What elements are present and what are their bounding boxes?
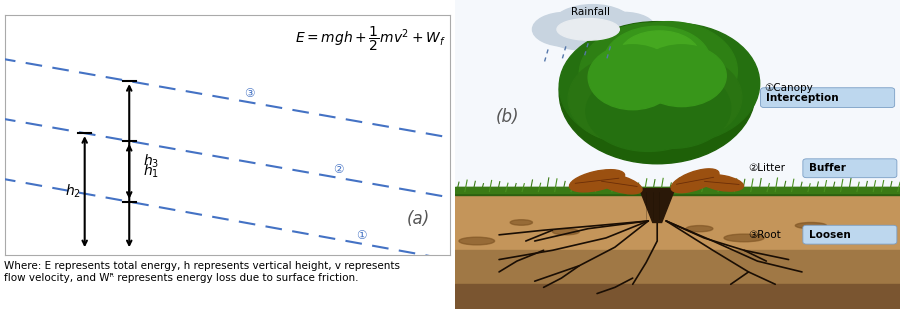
Ellipse shape: [619, 31, 699, 80]
Bar: [454, 250, 900, 284]
Ellipse shape: [637, 45, 726, 107]
Text: $h_2$: $h_2$: [65, 183, 81, 200]
Text: (a): (a): [407, 210, 430, 228]
Ellipse shape: [589, 45, 677, 110]
Text: ③: ③: [244, 87, 255, 100]
Ellipse shape: [631, 56, 742, 139]
Ellipse shape: [580, 23, 722, 125]
FancyBboxPatch shape: [803, 225, 897, 244]
Text: $h_1$: $h_1$: [142, 163, 158, 180]
Bar: [454, 284, 900, 309]
Ellipse shape: [533, 12, 599, 46]
Text: Buffer: Buffer: [809, 163, 845, 173]
Ellipse shape: [686, 226, 713, 232]
Bar: [454, 187, 900, 195]
Ellipse shape: [586, 71, 711, 151]
Ellipse shape: [510, 220, 533, 225]
Ellipse shape: [700, 175, 743, 191]
Text: Loosen: Loosen: [809, 230, 850, 240]
Text: $h_3$: $h_3$: [142, 152, 158, 170]
Text: ②Litter: ②Litter: [749, 163, 786, 173]
Ellipse shape: [597, 174, 642, 194]
Ellipse shape: [559, 22, 755, 164]
FancyBboxPatch shape: [803, 159, 897, 178]
Ellipse shape: [599, 22, 737, 121]
Ellipse shape: [553, 5, 633, 45]
Ellipse shape: [796, 222, 826, 229]
Ellipse shape: [671, 169, 719, 193]
Text: ①: ①: [356, 229, 366, 242]
Ellipse shape: [570, 170, 625, 192]
Ellipse shape: [604, 26, 711, 97]
Ellipse shape: [590, 23, 760, 144]
Text: ①Canopy: ①Canopy: [764, 83, 813, 93]
Ellipse shape: [553, 229, 580, 235]
Ellipse shape: [724, 234, 764, 242]
Text: ③Root: ③Root: [749, 230, 781, 240]
Bar: [454, 187, 900, 193]
Text: ②: ②: [333, 163, 344, 176]
Ellipse shape: [592, 12, 655, 43]
Ellipse shape: [557, 19, 619, 40]
Text: Interception: Interception: [766, 93, 839, 103]
Ellipse shape: [568, 56, 684, 142]
FancyBboxPatch shape: [760, 88, 895, 108]
Ellipse shape: [545, 18, 622, 50]
Text: $E = mgh + \dfrac{1}{2}mv^2 + W_f$: $E = mgh + \dfrac{1}{2}mv^2 + W_f$: [294, 25, 446, 53]
Text: Rainfall: Rainfall: [571, 7, 610, 17]
Ellipse shape: [615, 68, 731, 148]
Bar: [454, 192, 900, 250]
Text: Where: E represents total energy, h represents vertical height, v represents
flo: Where: E represents total energy, h repr…: [4, 261, 400, 283]
Polygon shape: [639, 188, 675, 222]
Bar: [454, 0, 900, 192]
Text: (b): (b): [496, 108, 519, 126]
Ellipse shape: [559, 28, 720, 145]
Ellipse shape: [459, 237, 495, 245]
